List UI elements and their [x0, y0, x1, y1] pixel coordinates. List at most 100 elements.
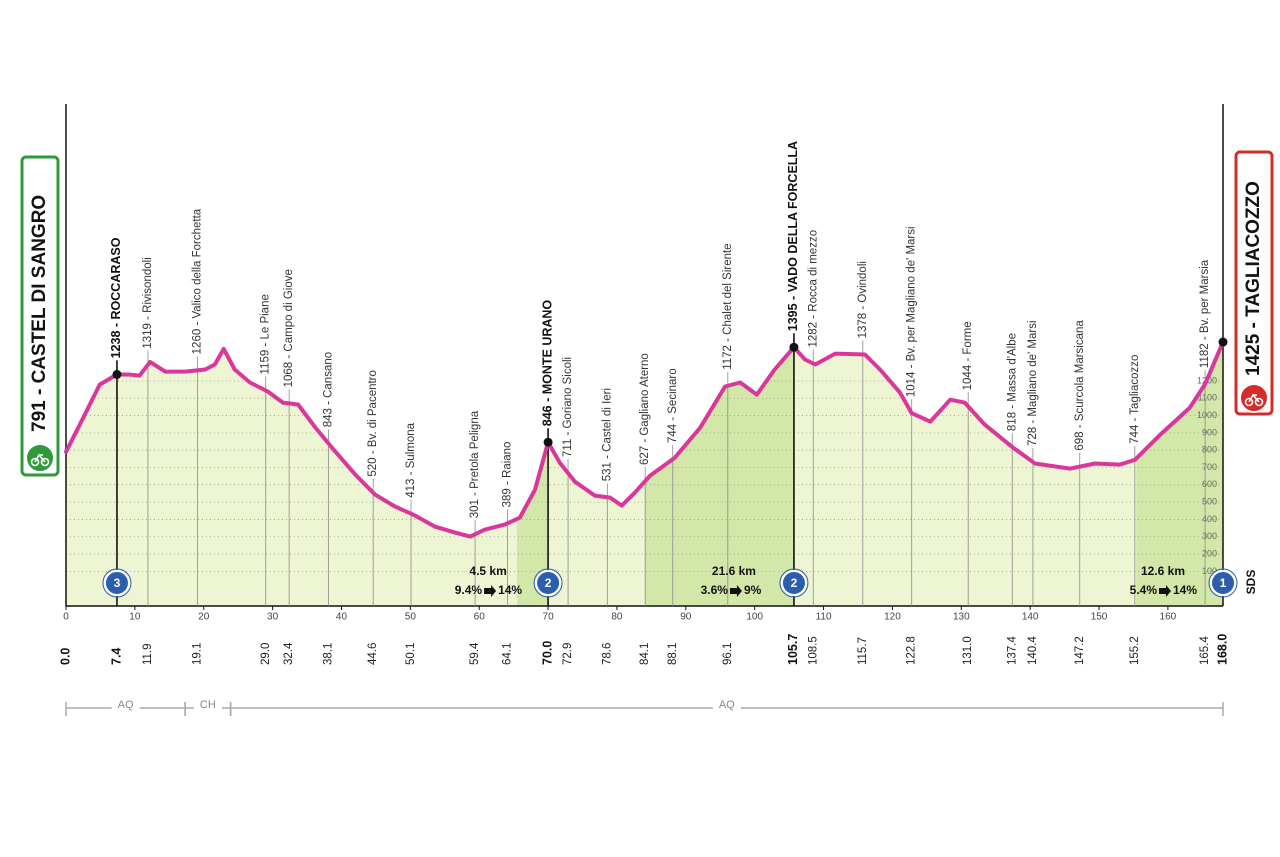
line-layer: 0 10 20 30 40 50 60 70 80 90 100 110 120 130 140 150 160 [63, 104, 1225, 623]
km-label: 72.9 [562, 643, 574, 665]
y-tick-label: 900 [1202, 427, 1217, 437]
waypoint-label: 818 - Massa d'Albe [1006, 333, 1018, 431]
km-label: 59.4 [469, 642, 481, 665]
finish-label: 1425 - TAGLIACOZZO [1243, 181, 1264, 376]
km-label: 122.8 [906, 636, 918, 665]
waypoint-label: 744 - Tagliacozzo [1129, 355, 1141, 444]
region-label-bg [712, 700, 741, 714]
km-label: 147.2 [1074, 636, 1086, 665]
climb-badge-ring [102, 568, 132, 598]
km-label: 131.0 [962, 636, 974, 665]
x-tick-label: 70 [543, 612, 555, 623]
y-tick-label: 200 [1202, 548, 1217, 558]
climb-category: 1 [1220, 576, 1227, 590]
climb-max: 14% [498, 583, 522, 597]
climb-length: 12.6 km [1141, 564, 1185, 578]
finish-icon-frame [1248, 393, 1260, 403]
waypoint-dot [789, 342, 799, 352]
climb-arrow [729, 585, 742, 597]
x-tick-label: 130 [953, 612, 970, 623]
region-label: CH [200, 699, 216, 711]
waypoint-label: 1182 - Bv. per Marsia [1199, 259, 1211, 368]
x-tick-label: 80 [611, 612, 623, 623]
climb-category: 3 [114, 576, 121, 590]
finish-box [1234, 150, 1274, 416]
km-label: 140.4 [1027, 636, 1039, 665]
waypoint-label: 711 - Goriano Sicoli [562, 357, 574, 457]
waypoint-label: 1044 - Forme [962, 321, 974, 390]
finish-dot [1218, 337, 1228, 347]
km-label: 44.6 [367, 643, 379, 665]
profile-line [64, 340, 1225, 539]
climb-avg: 9.4% [455, 583, 483, 597]
km-label: 70.0 [540, 641, 554, 665]
waypoint-label: 1260 - Valico della Forchetta [192, 208, 204, 354]
climb-max: 9% [744, 583, 762, 597]
profile-fill [66, 342, 1223, 606]
waypoint-label: 698 - Scurcola Marsicana [1074, 320, 1086, 451]
start-icon-wheel [30, 457, 40, 467]
waypoint-label: 846 - MONTE URANO [540, 300, 554, 427]
km-label: 78.6 [601, 643, 613, 665]
climb-shade [645, 342, 794, 606]
x-tick-label: 0 [63, 612, 69, 623]
waypoint-label: 1172 - Chalet del Sirente [722, 243, 734, 369]
waypoint-dot [543, 437, 553, 447]
waypoint-label: 843 - Cansano [322, 352, 334, 427]
start-icon [25, 443, 55, 473]
climb-category: 2 [545, 576, 552, 590]
km-label: 84.1 [639, 643, 651, 665]
climb-badge-ring [779, 568, 809, 598]
x-tick-label: 50 [405, 612, 417, 623]
y-tick-label: 500 [1202, 497, 1217, 507]
km-label: 11.9 [142, 643, 154, 665]
x-tick-label: 20 [198, 612, 210, 623]
km-label: 0.0 [58, 648, 72, 665]
waypoint-label: 1319 - Rivisondoli [142, 257, 154, 348]
climb-category: 2 [791, 576, 798, 590]
finish-icon-wheel [1254, 397, 1264, 407]
waypoint-label: 728 - Magliano de' Marsi [1027, 320, 1039, 446]
start-label: 791 - CASTEL DI SANGRO [29, 195, 50, 432]
waypoint-label: 1282 - Rocca di mezzo [807, 230, 819, 348]
climb-badge [535, 570, 562, 596]
waypoint-label: 1068 - Campo di Giove [283, 269, 295, 387]
km-label: 38.1 [322, 643, 334, 665]
waypoint-label: 1159 - Le Piane [260, 294, 272, 374]
y-tick-label: 800 [1202, 445, 1217, 455]
y-tick-label: 400 [1202, 514, 1217, 524]
km-label: 105.7 [786, 634, 800, 665]
km-label: 7.4 [109, 648, 123, 665]
finish-icon [1239, 383, 1269, 413]
region-label-bg [111, 700, 140, 714]
finish-icon-wheel [1244, 397, 1254, 407]
x-tick-label: 30 [267, 612, 279, 623]
km-label: 50.1 [405, 643, 417, 665]
km-label: 19.1 [192, 643, 204, 665]
km-label: 115.7 [857, 637, 869, 665]
waypoint-label: 301 - Pretola Peligna [469, 410, 481, 518]
climb-arrow [484, 585, 497, 597]
finish-badge: SDS [1244, 570, 1258, 595]
climb-avg: 5.4% [1130, 583, 1158, 597]
top-layer: 0.0 7.4 1238 - ROCCARASO 11.9 1319 - Rivison… [20, 141, 1274, 716]
start-box [20, 155, 60, 477]
waypoint-label: 389 - Raiano [501, 442, 513, 508]
region-label: AQ [118, 699, 134, 711]
km-label: 64.1 [501, 643, 513, 665]
climb-arrow [1159, 585, 1171, 597]
y-tick-label: 300 [1202, 531, 1217, 541]
km-label: 155.2 [1129, 636, 1141, 665]
y-tick-label: 1100 [1198, 393, 1217, 403]
waypoint-label: 1014 - Bv. per Magliano de' Marsi [906, 226, 918, 397]
climb-avg: 3.6% [701, 583, 729, 597]
y-tick-label: 700 [1202, 462, 1217, 472]
x-tick-label: 150 [1091, 612, 1108, 623]
x-tick-label: 140 [1022, 612, 1039, 623]
waypoint-dot [112, 369, 122, 379]
waypoint-label: 520 - Bv. di Pacentro [367, 370, 379, 477]
km-label: 108.5 [807, 636, 819, 665]
waypoint-label: 413 - Sulmona [405, 422, 417, 497]
